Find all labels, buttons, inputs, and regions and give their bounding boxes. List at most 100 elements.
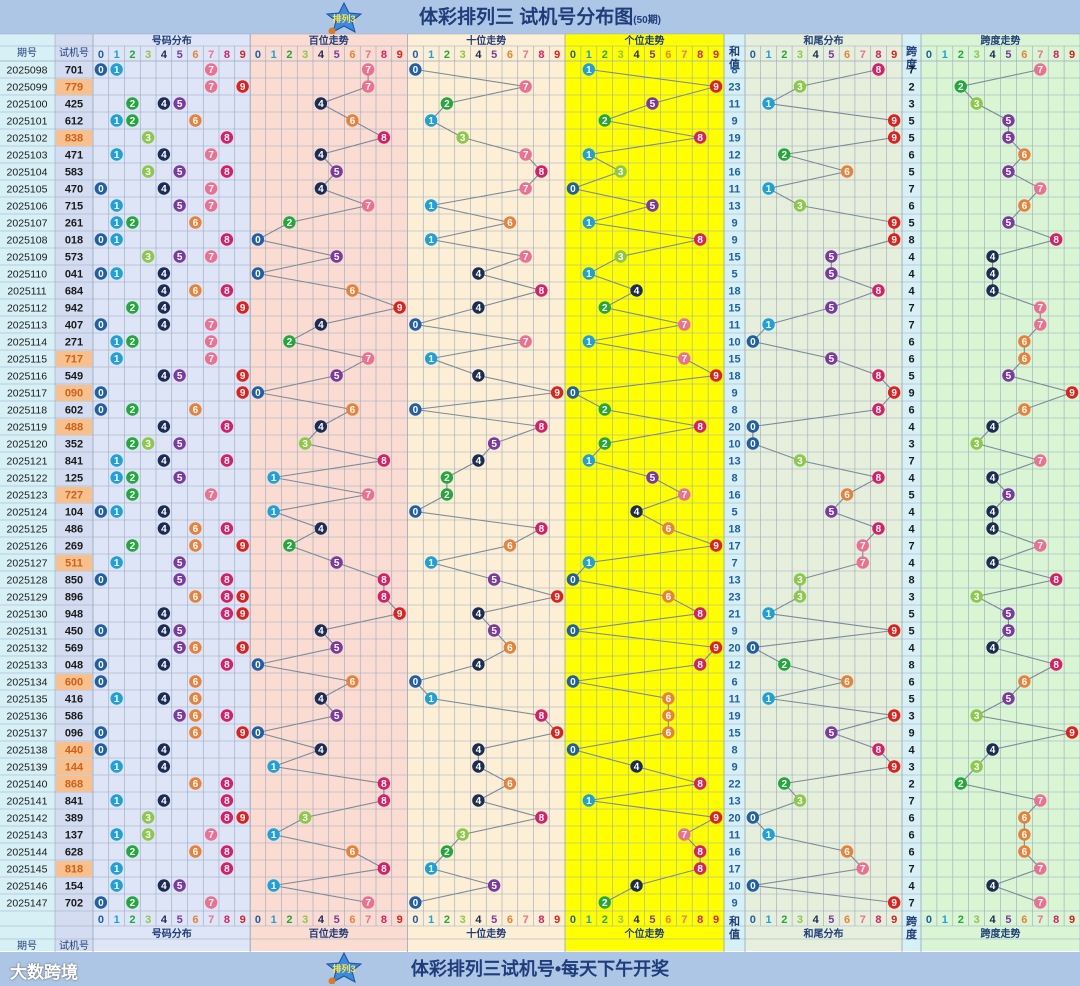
header-digit: 2 <box>781 914 787 926</box>
span-ball: 5 <box>1002 114 1015 127</box>
svg-text:7: 7 <box>208 830 214 841</box>
header-digit: 9 <box>240 49 246 61</box>
svg-text:7: 7 <box>365 490 371 501</box>
dist-ball: 6 <box>189 709 202 722</box>
svg-text:6: 6 <box>193 218 199 229</box>
span-ball: 7 <box>1034 794 1047 807</box>
svg-text:0: 0 <box>570 388 576 399</box>
dist-ball: 0 <box>94 726 108 739</box>
header-period: 期号 <box>17 47 37 59</box>
period-cell: 2025132 <box>7 643 48 655</box>
units-ball: 8 <box>693 131 707 144</box>
svg-text:6: 6 <box>507 643 513 654</box>
svg-text:5: 5 <box>177 558 183 569</box>
svg-text:4: 4 <box>990 507 996 518</box>
dist-ball: 1 <box>110 148 123 161</box>
span-cell: 4 <box>908 558 915 570</box>
svg-text:1: 1 <box>586 65 592 76</box>
tens-ball: 5 <box>487 624 501 637</box>
units-ball: 6 <box>662 726 675 739</box>
sum-cell: 18 <box>728 524 740 536</box>
svg-text:7: 7 <box>208 65 214 76</box>
svg-text:5: 5 <box>1006 490 1012 501</box>
period-cell: 2025141 <box>7 796 48 808</box>
tens-ball: 4 <box>472 760 485 773</box>
header-digit: 8 <box>697 914 703 926</box>
number-cell: 583 <box>65 167 83 179</box>
svg-text:5: 5 <box>177 711 183 722</box>
sum-tail-ball: 1 <box>762 692 775 705</box>
svg-text:0: 0 <box>255 660 261 671</box>
svg-text:4: 4 <box>990 286 996 297</box>
sum-cell: 5 <box>731 507 737 519</box>
sum-tail-ball: 8 <box>872 471 885 484</box>
tens-ball: 2 <box>440 97 454 110</box>
span-ball: 4 <box>986 879 999 892</box>
number-cell: 137 <box>65 830 83 842</box>
span-ball: 4 <box>986 267 999 280</box>
dist-ball: 4 <box>157 148 171 161</box>
svg-text:7: 7 <box>860 864 866 875</box>
svg-text:2: 2 <box>130 490 136 501</box>
svg-text:0: 0 <box>750 881 756 892</box>
svg-text:5: 5 <box>177 252 183 263</box>
svg-text:5: 5 <box>491 626 497 637</box>
hundreds-ball: 9 <box>393 301 406 314</box>
header-digit: 8 <box>875 49 881 61</box>
svg-text:4: 4 <box>476 609 482 620</box>
hundreds-ball: 4 <box>314 148 328 161</box>
hundreds-ball: 7 <box>361 488 375 501</box>
header-digit: 9 <box>891 49 897 61</box>
sum-cell: 11 <box>729 830 741 842</box>
number-cell: 425 <box>65 99 83 111</box>
svg-text:2: 2 <box>130 405 136 416</box>
sum-tail-ball: 2 <box>778 658 791 671</box>
header-digit: 7 <box>860 914 866 926</box>
tens-ball: 8 <box>535 165 548 178</box>
header-period: 期号 <box>17 940 37 952</box>
svg-text:8: 8 <box>224 864 230 875</box>
sum-cell: 13 <box>728 796 740 808</box>
dist-ball: 8 <box>220 454 234 467</box>
dist-ball: 0 <box>94 182 108 195</box>
tens-ball: 5 <box>487 879 501 892</box>
svg-text:1: 1 <box>114 65 120 76</box>
header-span: 度 <box>906 927 918 941</box>
dist-ball: 5 <box>173 879 186 892</box>
header-digit: 2 <box>958 914 964 926</box>
header-digit: 9 <box>1069 49 1075 61</box>
svg-text:9: 9 <box>891 711 897 722</box>
svg-text:2: 2 <box>602 898 608 909</box>
svg-text:9: 9 <box>713 541 719 552</box>
header-digit: 3 <box>145 49 151 61</box>
header-digit: 6 <box>844 914 850 926</box>
number-cell: 450 <box>65 626 83 638</box>
svg-text:2: 2 <box>130 541 136 552</box>
period-cell: 2025126 <box>7 541 48 553</box>
svg-text:3: 3 <box>797 82 803 93</box>
header-digit: 3 <box>974 49 980 61</box>
span-cell: 6 <box>908 150 914 162</box>
svg-text:5: 5 <box>1006 167 1012 178</box>
svg-text:6: 6 <box>844 490 850 501</box>
svg-text:8: 8 <box>381 592 387 603</box>
dist-ball: 7 <box>204 182 218 195</box>
span-ball: 8 <box>1049 233 1063 246</box>
header-sum: 值 <box>729 57 740 71</box>
dist-ball: 4 <box>157 301 171 314</box>
svg-text:6: 6 <box>666 711 672 722</box>
header-digit: 6 <box>665 49 671 61</box>
dist-ball: 5 <box>173 624 186 637</box>
hundreds-ball: 2 <box>283 216 296 229</box>
dist-ball: 8 <box>220 590 234 603</box>
svg-text:1: 1 <box>114 354 120 365</box>
dist-ball: 7 <box>204 199 218 212</box>
svg-text:8: 8 <box>224 524 230 535</box>
tens-ball: 8 <box>535 522 548 535</box>
number-cell: 818 <box>65 864 83 876</box>
dist-ball: 7 <box>204 148 218 161</box>
sum-tail-ball: 1 <box>762 607 775 620</box>
header-digit: 7 <box>523 914 529 926</box>
svg-text:4: 4 <box>161 150 167 161</box>
svg-text:6: 6 <box>193 541 199 552</box>
